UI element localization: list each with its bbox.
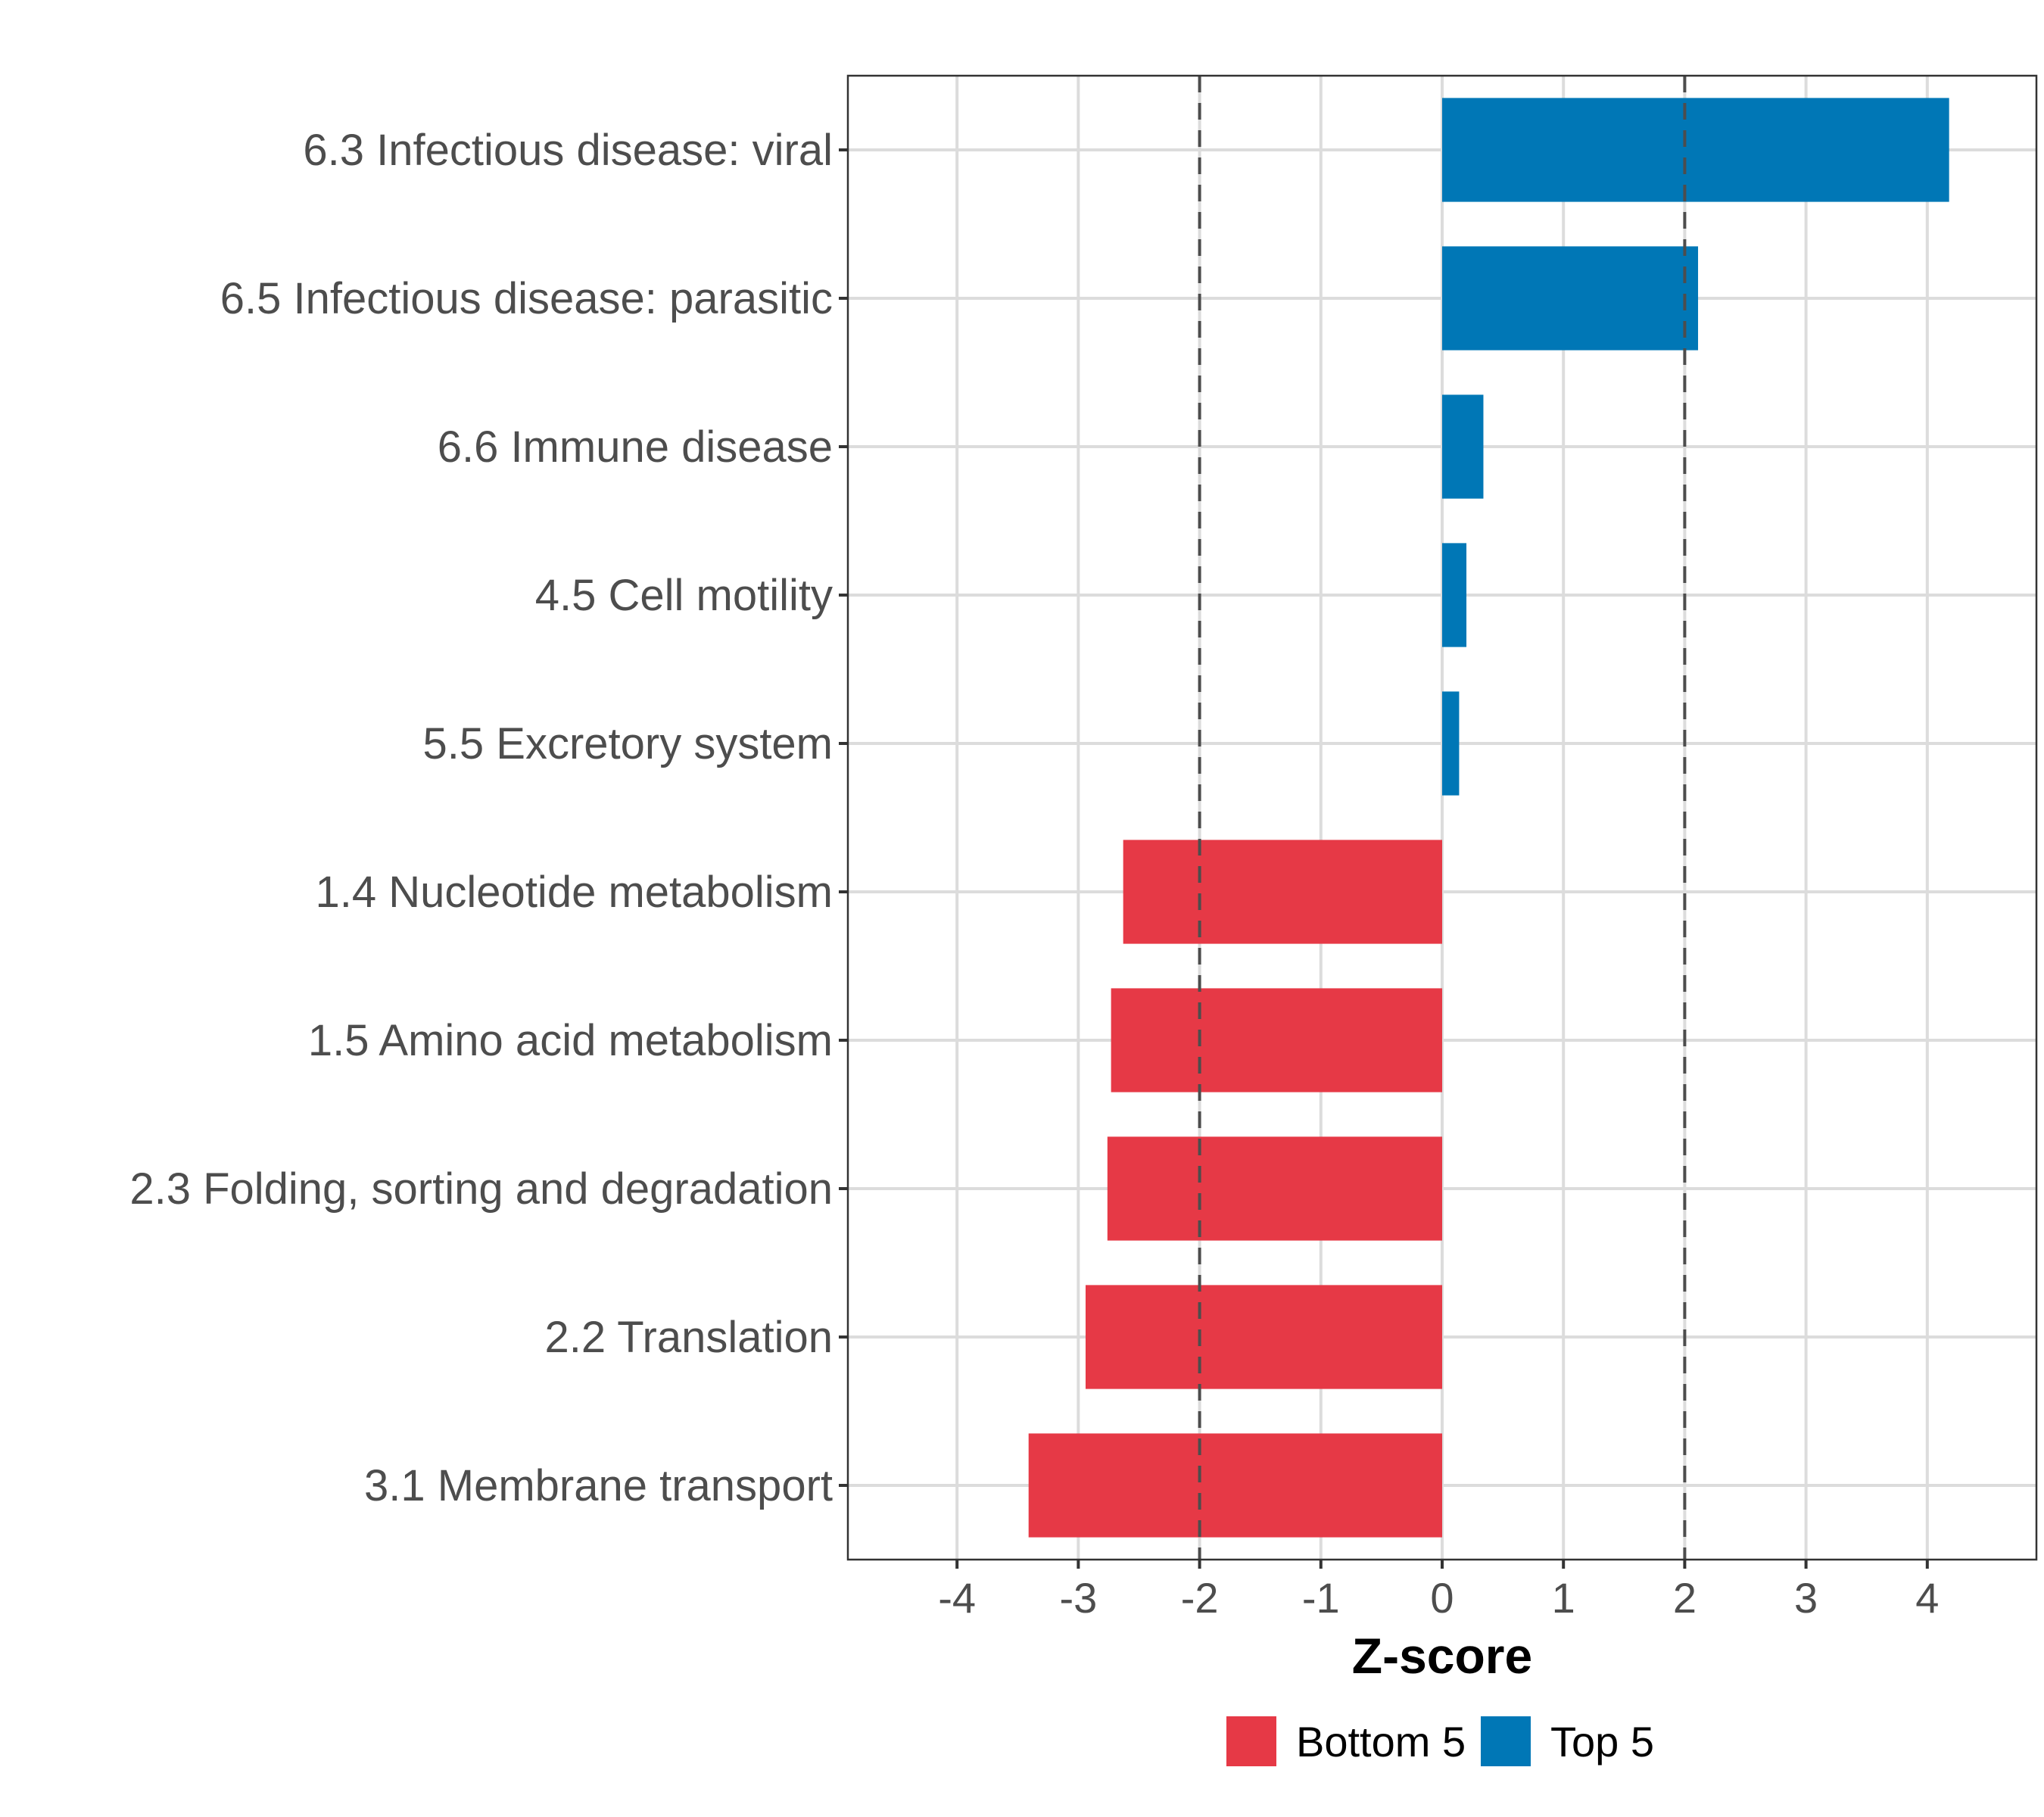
- bar-top: [1442, 246, 1699, 351]
- x-tick-label: 1: [1552, 1574, 1575, 1622]
- legend: Bottom 5 Top 5: [1226, 1716, 1654, 1766]
- bar-bottom: [1111, 988, 1442, 1092]
- bar-bottom: [1123, 840, 1442, 944]
- x-tick-label: -1: [1302, 1574, 1340, 1622]
- bar-top: [1442, 691, 1460, 796]
- legend-swatch: [1226, 1716, 1276, 1766]
- reference-lines: [1198, 76, 1687, 1560]
- y-tick-label: 1.4 Nucleotide metabolism: [316, 868, 833, 917]
- y-tick-label: 2.3 Folding, sorting and degradation: [129, 1164, 833, 1214]
- bar-top: [1442, 543, 1467, 647]
- x-tick-label: 0: [1430, 1574, 1454, 1622]
- y-tick-label: 5.5 Excretory system: [423, 719, 833, 768]
- bar-top: [1442, 98, 1949, 202]
- x-tick-label: -2: [1181, 1574, 1219, 1622]
- y-tick-label: 2.2 Translation: [545, 1313, 833, 1362]
- y-tick-label: 6.5 Infectious disease: parasitic: [220, 274, 833, 323]
- y-tick-label: 4.5 Cell motility: [535, 571, 833, 620]
- x-axis: -4 -3 -2 -1 0 1 2 3 4: [938, 1560, 1939, 1622]
- y-tick-label: 6.3 Infectious disease: viral: [303, 126, 833, 175]
- x-tick-label: 4: [1915, 1574, 1939, 1622]
- legend-label: Bottom 5: [1296, 1718, 1466, 1766]
- bar-bottom: [1086, 1285, 1442, 1389]
- legend-swatch: [1481, 1716, 1531, 1766]
- x-axis-title: Z-score: [1352, 1628, 1532, 1684]
- bar-bottom: [1028, 1433, 1442, 1538]
- legend-label: Top 5: [1550, 1718, 1654, 1766]
- x-tick-label: 2: [1673, 1574, 1697, 1622]
- x-tick-label: -4: [938, 1574, 976, 1622]
- x-tick-label: 3: [1794, 1574, 1818, 1622]
- x-tick-label: -3: [1059, 1574, 1097, 1622]
- y-axis: 6.3 Infectious disease: viral 6.5 Infecti…: [129, 126, 848, 1510]
- bar-top: [1442, 394, 1484, 499]
- y-tick-label: 3.1 Membrane transport: [364, 1461, 833, 1510]
- y-tick-label: 6.6 Immune disease: [438, 422, 833, 472]
- y-tick-label: 1.5 Amino acid metabolism: [308, 1016, 833, 1065]
- bars: [1028, 98, 1949, 1538]
- bar-bottom: [1107, 1136, 1442, 1241]
